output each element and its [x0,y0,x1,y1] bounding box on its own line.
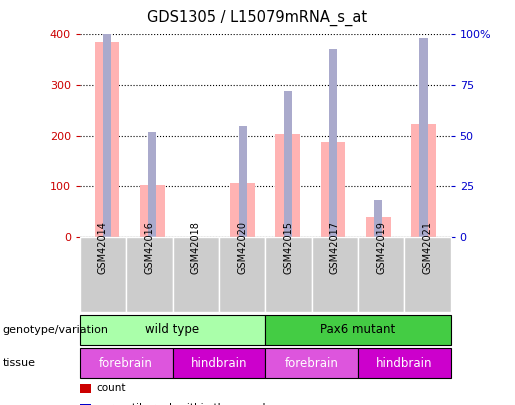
Text: genotype/variation: genotype/variation [3,325,109,335]
Text: forebrain: forebrain [99,356,153,370]
Bar [276,134,300,237]
Text: GSM42017: GSM42017 [330,222,340,275]
Text: GSM42019: GSM42019 [376,222,386,275]
Text: hindbrain: hindbrain [191,356,247,370]
Text: GSM42015: GSM42015 [283,222,294,275]
Text: count: count [96,384,126,393]
Text: GSM42020: GSM42020 [237,222,247,275]
Text: GSM42014: GSM42014 [98,222,108,275]
Text: GSM42018: GSM42018 [191,222,201,275]
Bar [238,126,247,237]
Bar [230,183,255,237]
Text: GDS1305 / L15079mRNA_s_at: GDS1305 / L15079mRNA_s_at [147,10,368,26]
Bar [411,124,436,237]
Text: GSM42021: GSM42021 [422,222,433,275]
Bar [366,217,391,237]
Text: tissue: tissue [3,358,36,368]
Bar [148,132,156,237]
Bar [95,42,119,237]
Text: wild type: wild type [145,323,200,337]
Bar [321,142,346,237]
Text: forebrain: forebrain [285,356,338,370]
Text: hindbrain: hindbrain [376,356,433,370]
Text: percentile rank within the sample: percentile rank within the sample [96,403,272,405]
Bar [103,8,111,237]
Bar [374,200,382,237]
Text: GSM42016: GSM42016 [144,222,154,275]
Text: Pax6 mutant: Pax6 mutant [320,323,396,337]
Bar [329,49,337,237]
Bar [140,185,165,237]
Bar [419,38,427,237]
Bar [284,91,292,237]
